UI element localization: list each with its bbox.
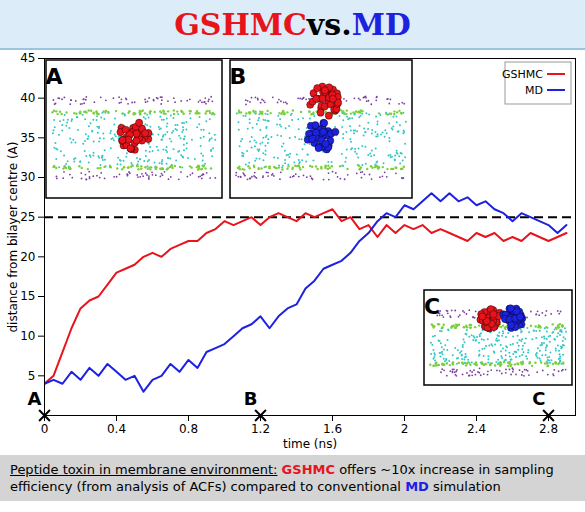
svg-text:C: C bbox=[532, 388, 545, 409]
svg-text:20: 20 bbox=[20, 250, 35, 264]
html-text:Peptide toxin in membrane envi: Peptide toxin in membrane environment: G… bbox=[10, 462, 554, 494]
svg-text:1.6: 1.6 bbox=[323, 422, 342, 436]
html-text:GSHMC vs. MD: GSHMC vs. MD bbox=[174, 6, 411, 42]
svg-text:A: A bbox=[45, 64, 62, 89]
svg-text:0.8: 0.8 bbox=[179, 422, 198, 436]
svg-text:40: 40 bbox=[20, 91, 35, 105]
svg-text:0.4: 0.4 bbox=[107, 422, 126, 436]
svg-text:10: 10 bbox=[20, 329, 35, 343]
svg-text:1.2: 1.2 bbox=[251, 422, 270, 436]
svg-text:C: C bbox=[424, 294, 440, 319]
svg-text:GSHMC: GSHMC bbox=[502, 68, 543, 81]
svg-text:2.8: 2.8 bbox=[539, 422, 558, 436]
svg-text:time (ns): time (ns) bbox=[283, 437, 337, 451]
svg-text:2.4: 2.4 bbox=[467, 422, 486, 436]
svg-text:B: B bbox=[230, 64, 247, 89]
svg-text:MD: MD bbox=[525, 84, 543, 97]
svg-text:30: 30 bbox=[20, 170, 35, 184]
svg-text:15: 15 bbox=[20, 289, 35, 303]
svg-text:35: 35 bbox=[20, 131, 35, 145]
svg-text:distance from bilayer centre (: distance from bilayer centre (A) bbox=[6, 141, 20, 332]
svg-text:45: 45 bbox=[20, 51, 35, 65]
svg-text:0: 0 bbox=[41, 422, 49, 436]
svg-text:A: A bbox=[28, 388, 42, 409]
svg-text:5: 5 bbox=[28, 369, 36, 383]
svg-text:2: 2 bbox=[401, 422, 409, 436]
svg-text:B: B bbox=[244, 388, 258, 409]
svg-text:25: 25 bbox=[20, 210, 35, 224]
